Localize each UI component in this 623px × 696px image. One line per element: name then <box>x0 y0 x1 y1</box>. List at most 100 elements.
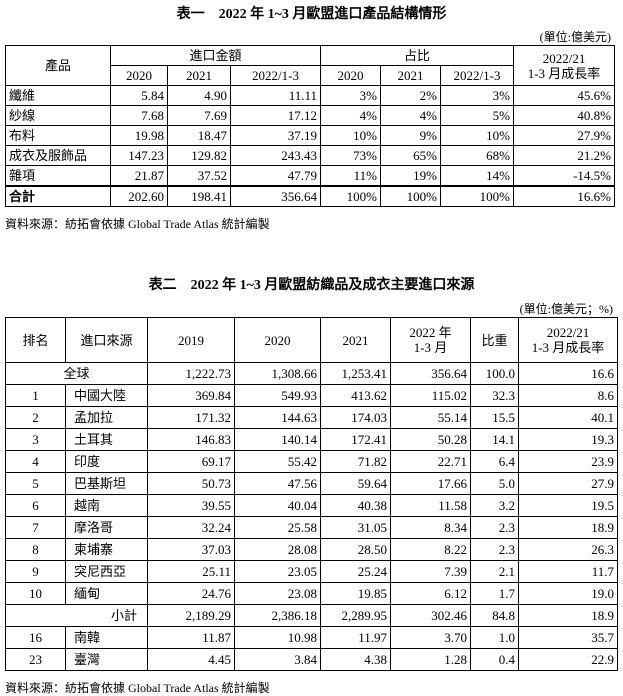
row-label: 中國大陸 <box>65 384 148 407</box>
table-row: 雜項 21.87 37.52 47.79 11% 19% 14% -14.5% <box>5 165 616 187</box>
row-label: 臺灣 <box>65 648 148 671</box>
table-cell: 100% <box>439 185 515 207</box>
header-cell: 2020 <box>110 65 168 86</box>
source-note: 資料來源：紡拓會依據 Global Trade Atlas 統計編製 <box>5 681 270 695</box>
table-cell: 26.3 <box>518 538 618 561</box>
table-row: 8 柬埔寨 37.03 28.08 28.50 8.22 2.3 26.3 <box>5 538 618 561</box>
table-cell: 4.45 <box>147 648 235 671</box>
row-label: 孟加拉 <box>65 406 148 429</box>
table-title: 表一 2022 年 1~3 月歐盟進口產品結構情形 <box>176 7 447 22</box>
table-body: 產品 進口金額 占比 2022/21 1-3 月成長率 2020 2021 2022/… <box>5 45 616 207</box>
header-cell: 2022/1-3 <box>439 65 515 86</box>
table-cell: 198.41 <box>167 185 231 207</box>
table-cell: 3% <box>439 85 515 106</box>
table-cell: 16.6% <box>513 185 616 207</box>
table-cell: 84.8 <box>470 604 519 627</box>
table-cell: 22.71 <box>390 450 471 473</box>
table-cell: 40.8% <box>513 105 616 126</box>
table-cell: 45.6% <box>513 85 616 106</box>
table-cell: 4% <box>320 105 381 126</box>
table-row: 纖維 5.84 4.90 11.11 3% 2% 3% 45.6% <box>5 85 616 106</box>
table-cell: 5.84 <box>110 85 168 106</box>
table-cell: 11.97 <box>320 626 391 649</box>
header-cell: 2020 <box>234 317 321 363</box>
table-cell: 2.1 <box>470 560 519 583</box>
header-row: 產品 進口金額 占比 2022/21 1-3 月成長率 <box>5 45 616 86</box>
rank-cell: 9 <box>5 560 66 583</box>
row-label: 摩洛哥 <box>65 516 148 539</box>
table-cell: 7.68 <box>110 105 168 126</box>
table-cell: 32.3 <box>470 384 519 407</box>
table-cell: 11.58 <box>390 494 471 517</box>
table-row: 成衣及服飾品 147.23 129.82 243.43 73% 65% 68% 21.2% <box>5 145 616 166</box>
table-cell: 5.0 <box>470 472 519 495</box>
header-cell: 2021 <box>320 317 391 363</box>
table-cell: 369.84 <box>147 384 235 407</box>
table-cell: 243.43 <box>230 145 321 166</box>
table-row: 全球 1,222.73 1,308.66 1,253.41 356.64 100.0 16.… <box>5 362 618 385</box>
table-cell: 8.6 <box>518 384 618 407</box>
rank-cell: 2 <box>5 406 66 429</box>
table-cell: 25.24 <box>320 560 391 583</box>
table-cell: 28.50 <box>320 538 391 561</box>
row-label: 緬甸 <box>65 582 148 605</box>
row-label: 小計 <box>5 604 148 627</box>
header-cell: 進口來源 <box>65 317 148 363</box>
table-cell: 18.9 <box>518 604 618 627</box>
rank-cell: 16 <box>5 626 66 649</box>
table-cell: 146.83 <box>147 428 235 451</box>
header-cell: 2019 <box>147 317 235 363</box>
table-row: 7 摩洛哥 32.24 25.58 31.05 8.34 2.3 18.9 <box>5 516 618 539</box>
row-label: 全球 <box>5 362 148 385</box>
table-cell: 1.7 <box>470 582 519 605</box>
table-cell: 18.47 <box>167 125 231 146</box>
header-line: 1-3 月成長率 <box>527 65 601 81</box>
table-cell: 7.39 <box>390 560 471 583</box>
table-cell: 1,308.66 <box>234 362 321 385</box>
table-cell: 10.98 <box>234 626 321 649</box>
rank-cell: 5 <box>5 472 66 495</box>
table-cell: 302.46 <box>390 604 471 627</box>
table-cell: 202.60 <box>110 185 168 207</box>
row-label: 柬埔寨 <box>65 538 148 561</box>
table: 產品 進口金額 占比 2022/21 1-3 月成長率 2020 2021 2022/… <box>5 45 616 207</box>
row-label: 雜項 <box>5 165 111 187</box>
table-cell: 100% <box>380 185 441 207</box>
row-label: 成衣及服飾品 <box>5 145 111 166</box>
table-row: 2 孟加拉 171.32 144.63 174.03 55.14 15.5 40.1 <box>5 406 618 429</box>
table-cell: 21.87 <box>110 165 168 187</box>
unit-note: (單位:億美元；%) <box>519 302 613 316</box>
table-cell: 2,289.95 <box>320 604 391 627</box>
table-cell: 115.02 <box>390 384 471 407</box>
table-row: 16 南韓 11.87 10.98 11.97 3.70 1.0 35.7 <box>5 626 618 649</box>
table-row: 6 越南 39.55 40.04 40.38 11.58 3.2 19.5 <box>5 494 618 517</box>
table-cell: 22.9 <box>518 648 618 671</box>
table-cell: 17.66 <box>390 472 471 495</box>
table-cell: 100% <box>320 185 381 207</box>
header-cell: 2022/21 1-3 月成長率 <box>518 317 618 363</box>
table-cell: 356.64 <box>390 362 471 385</box>
table-cell: 129.82 <box>167 145 231 166</box>
table-cell: 15.5 <box>470 406 519 429</box>
table-cell: 19.3 <box>518 428 618 451</box>
header-cell: 占比 <box>319 45 515 66</box>
table-title: 表二 2022 年 1~3 月歐盟紡織品及成衣主要進口來源 <box>148 278 475 293</box>
table-cell: 10% <box>439 125 515 146</box>
table-cell: 171.32 <box>147 406 235 429</box>
table-cell: 37.19 <box>230 125 321 146</box>
header-cell: 產品 <box>5 45 111 86</box>
table-cell: 27.9% <box>513 125 616 146</box>
table-cell: 47.79 <box>230 165 321 187</box>
table-cell: 4.38 <box>320 648 391 671</box>
table-row: 10 緬甸 24.76 23.08 19.85 6.12 1.7 19.0 <box>5 582 618 605</box>
unit-note: (單位:億美元) <box>539 30 611 44</box>
table-cell: 55.14 <box>390 406 471 429</box>
table-cell: 8.22 <box>390 538 471 561</box>
table-cell: 19% <box>380 165 441 187</box>
row-label: 越南 <box>65 494 148 517</box>
table-cell: 27.9 <box>518 472 618 495</box>
table-cell: 19.98 <box>110 125 168 146</box>
table-cell: 11% <box>320 165 381 187</box>
table-cell: 50.73 <box>147 472 235 495</box>
row-label: 巴基斯坦 <box>65 472 148 495</box>
